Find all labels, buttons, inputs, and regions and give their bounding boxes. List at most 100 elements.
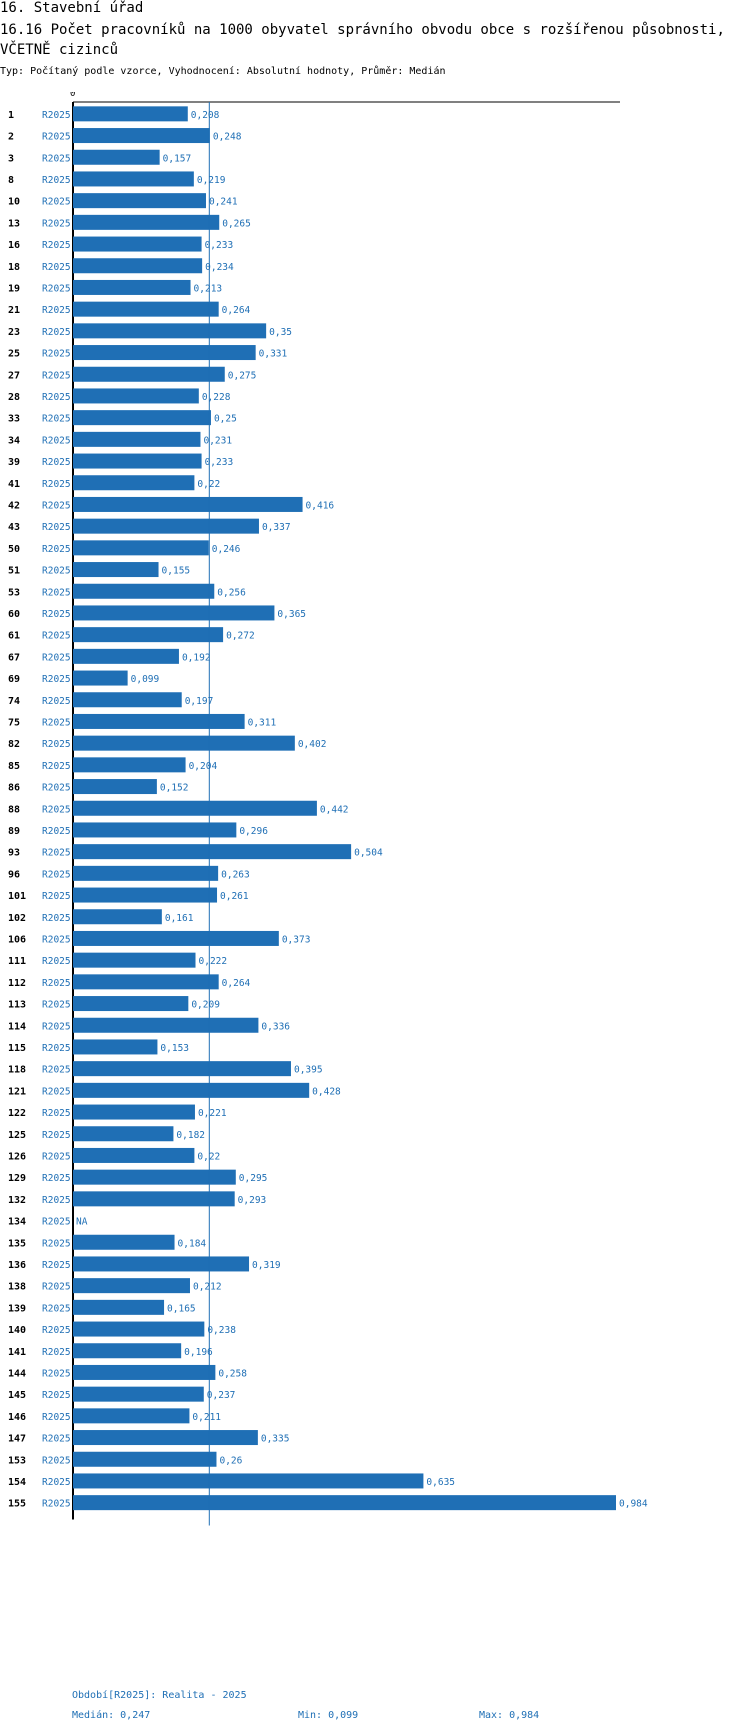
period-label: R2025	[42, 349, 71, 360]
category-label: 61	[8, 631, 20, 642]
period-label: R2025	[42, 435, 71, 446]
category-label: 21	[8, 305, 20, 316]
section-title: 16. Stavební úřad	[0, 0, 144, 16]
bar	[73, 1126, 174, 1142]
value-label: NA	[76, 1217, 88, 1228]
category-label: 53	[8, 587, 20, 598]
period-label: R2025	[42, 1238, 71, 1249]
period-label: R2025	[42, 1303, 71, 1314]
bar	[73, 909, 162, 925]
bar	[73, 1234, 175, 1250]
value-label: 0,234	[205, 262, 234, 273]
category-label: 41	[8, 479, 20, 490]
category-label: 75	[8, 717, 20, 728]
period-label: R2025	[42, 652, 71, 663]
category-label: 67	[8, 652, 20, 663]
period-label: R2025	[42, 1455, 71, 1466]
bar	[73, 496, 303, 512]
bar	[73, 800, 317, 816]
category-label: 126	[8, 1151, 26, 1162]
value-label: 0,335	[261, 1434, 290, 1445]
period-label: R2025	[42, 1260, 71, 1271]
bar	[73, 822, 237, 838]
bar	[73, 236, 202, 252]
period-label: R2025	[42, 913, 71, 924]
category-label: 111	[8, 956, 26, 967]
period-label: R2025	[42, 978, 71, 989]
category-label: 23	[8, 327, 20, 338]
period-label: R2025	[42, 587, 71, 598]
value-label: 0,442	[320, 804, 349, 815]
value-label: 0,222	[199, 956, 228, 967]
bar	[73, 279, 191, 295]
value-label: 0,211	[192, 1412, 221, 1423]
period-label: R2025	[42, 1368, 71, 1379]
value-label: 0,212	[193, 1282, 222, 1293]
category-label: 118	[8, 1065, 26, 1076]
footer-max: Max: 0,984	[479, 1710, 540, 1721]
category-label: 89	[8, 826, 20, 837]
bar	[73, 1451, 217, 1467]
value-label: 0,219	[197, 175, 226, 186]
period-label: R2025	[42, 414, 71, 425]
period-label: R2025	[42, 197, 71, 208]
bar	[73, 1321, 205, 1337]
value-label: 0,264	[222, 305, 251, 316]
category-label: 42	[8, 500, 20, 511]
category-label: 93	[8, 848, 20, 859]
category-label: 135	[8, 1238, 26, 1249]
category-label: 106	[8, 934, 26, 945]
category-label: 39	[8, 457, 20, 468]
category-label: 85	[8, 761, 20, 772]
value-label: 0,192	[182, 652, 211, 663]
bar	[73, 562, 159, 578]
period-label: R2025	[42, 826, 71, 837]
value-label: 0,228	[202, 392, 231, 403]
category-label: 1	[8, 110, 14, 121]
period-label: R2025	[42, 869, 71, 880]
value-label: 0,248	[213, 132, 242, 143]
period-label: R2025	[42, 891, 71, 902]
bar	[73, 475, 195, 491]
period-label: R2025	[42, 1390, 71, 1401]
value-label: 0,165	[167, 1303, 196, 1314]
category-label: 154	[8, 1477, 26, 1488]
value-label: 0,365	[277, 609, 306, 620]
period-label: R2025	[42, 522, 71, 533]
category-label: 138	[8, 1282, 26, 1293]
bar	[73, 128, 210, 144]
bar	[73, 692, 182, 708]
bar	[73, 345, 256, 361]
chart-title: 16.16 Počet pracovníků na 1000 obyvatel …	[0, 22, 725, 58]
category-label: 50	[8, 544, 20, 555]
value-label: 0,35	[269, 327, 292, 338]
value-label: 0,319	[252, 1260, 281, 1271]
bar	[73, 1169, 236, 1185]
period-label: R2025	[42, 1173, 71, 1184]
period-label: R2025	[42, 609, 71, 620]
period-label: R2025	[42, 848, 71, 859]
period-label: R2025	[42, 1499, 71, 1510]
bar	[73, 1104, 195, 1120]
bar	[73, 388, 199, 404]
value-label: 0,153	[160, 1043, 189, 1054]
period-label: R2025	[42, 175, 71, 186]
value-label: 0,221	[198, 1108, 227, 1119]
category-label: 145	[8, 1390, 26, 1401]
period-label: R2025	[42, 218, 71, 229]
period-label: R2025	[42, 566, 71, 577]
category-label: 134	[8, 1217, 26, 1228]
period-label: R2025	[42, 1021, 71, 1032]
period-label: R2025	[42, 956, 71, 967]
category-label: 18	[8, 262, 20, 273]
value-label: 0,231	[203, 435, 232, 446]
period-label: R2025	[42, 392, 71, 403]
value-label: 0,208	[191, 110, 220, 121]
period-label: R2025	[42, 1217, 71, 1228]
period-label: R2025	[42, 479, 71, 490]
category-label: 146	[8, 1412, 26, 1423]
value-label: 0,293	[238, 1195, 267, 1206]
category-label: 60	[8, 609, 20, 620]
bar	[73, 1364, 216, 1380]
category-label: 27	[8, 370, 20, 381]
